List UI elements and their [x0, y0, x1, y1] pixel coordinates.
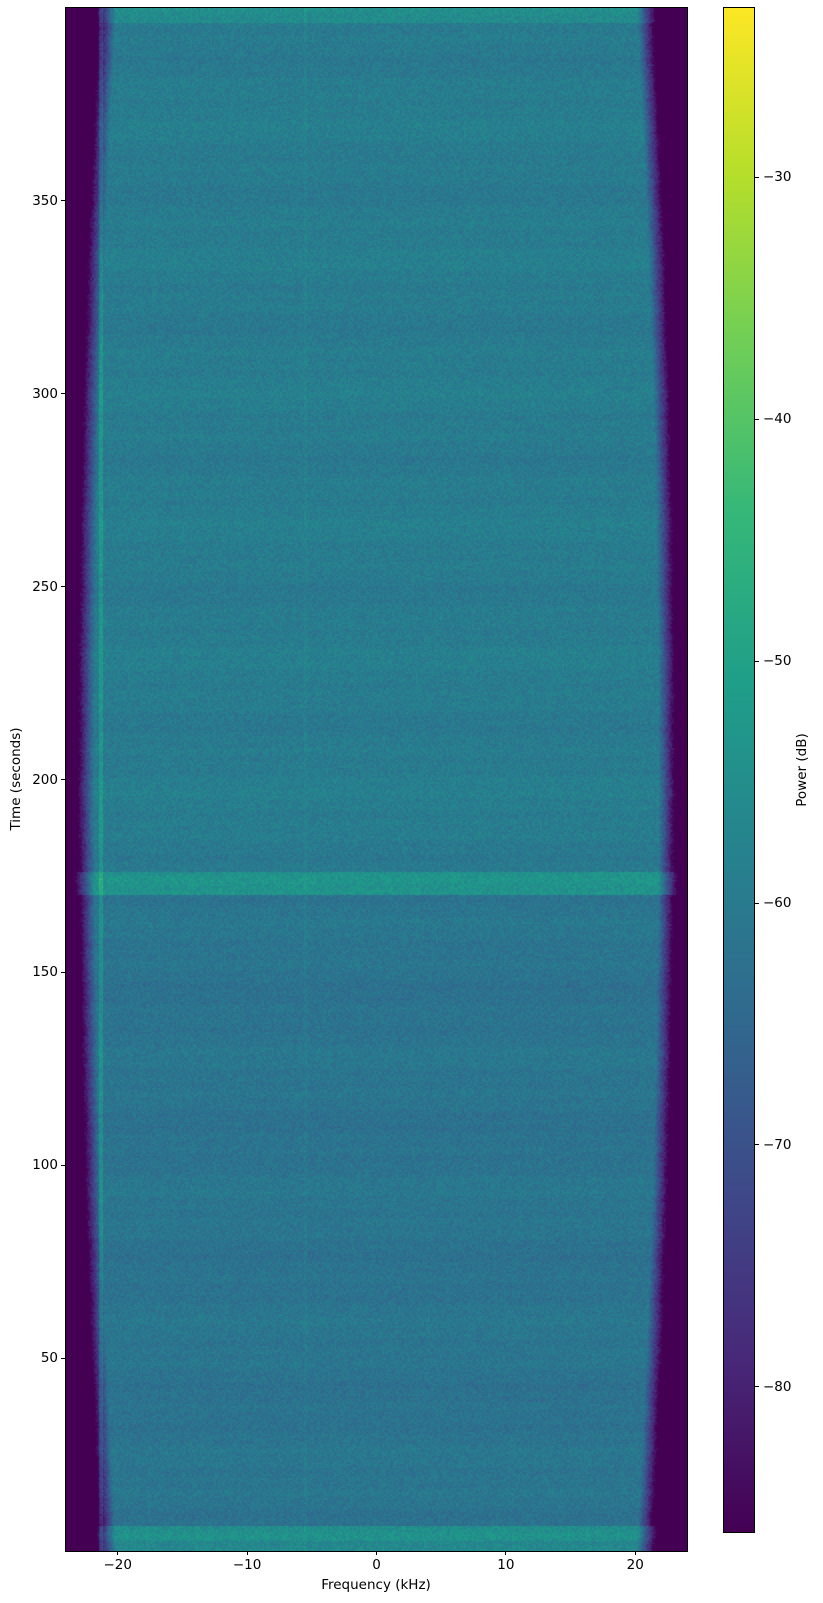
colorbar-tick-mark: [755, 176, 759, 178]
x-tick-label: 20: [626, 1557, 644, 1573]
x-tick-mark: [117, 1551, 119, 1555]
y-tick-label: 250: [32, 578, 58, 595]
y-tick-mark: [61, 1164, 65, 1166]
x-tick-label: 10: [497, 1557, 515, 1573]
colorbar-tick-mark: [755, 1144, 759, 1146]
x-tick-mark: [246, 1551, 248, 1555]
colorbar-label: Power (dB): [794, 733, 810, 807]
colorbar-tick-label: −50: [763, 653, 792, 670]
y-tick-label: 100: [32, 1157, 58, 1174]
colorbar-tick-label: −70: [763, 1136, 792, 1153]
x-tick-label: 0: [372, 1557, 381, 1573]
spectrogram-plot-area: [65, 7, 688, 1552]
y-tick-mark: [61, 971, 65, 973]
y-tick-mark: [61, 779, 65, 780]
colorbar-tick-mark: [755, 660, 759, 662]
y-tick-mark: [61, 393, 65, 395]
y-tick-label: 300: [32, 385, 58, 402]
x-tick-mark: [376, 1551, 377, 1555]
colorbar-tick-label: −30: [763, 169, 792, 186]
y-tick-label: 200: [32, 771, 58, 788]
x-tick-label: −10: [232, 1557, 262, 1573]
spectrogram-heatmap-canvas: [66, 8, 687, 1551]
colorbar-tick-label: −40: [763, 411, 792, 428]
y-tick-mark: [61, 586, 65, 588]
y-tick-mark: [61, 200, 65, 202]
colorbar-tick-mark: [755, 1386, 759, 1388]
colorbar-tick-label: −80: [763, 1378, 792, 1395]
x-axis-label: Frequency (kHz): [321, 1577, 431, 1593]
x-tick-mark: [634, 1551, 636, 1555]
colorbar-gradient-canvas: [724, 8, 754, 1532]
y-axis-label: Time (seconds): [8, 727, 24, 831]
colorbar-tick-mark: [755, 418, 759, 420]
colorbar: [723, 7, 755, 1533]
colorbar-tick-label: −60: [763, 895, 792, 912]
y-tick-label: 150: [32, 964, 58, 981]
y-tick-label: 350: [32, 192, 58, 209]
y-tick-label: 50: [40, 1350, 58, 1367]
x-tick-mark: [505, 1551, 507, 1555]
x-tick-label: −20: [103, 1557, 133, 1573]
colorbar-tick-mark: [755, 902, 759, 904]
y-tick-mark: [61, 1357, 65, 1359]
